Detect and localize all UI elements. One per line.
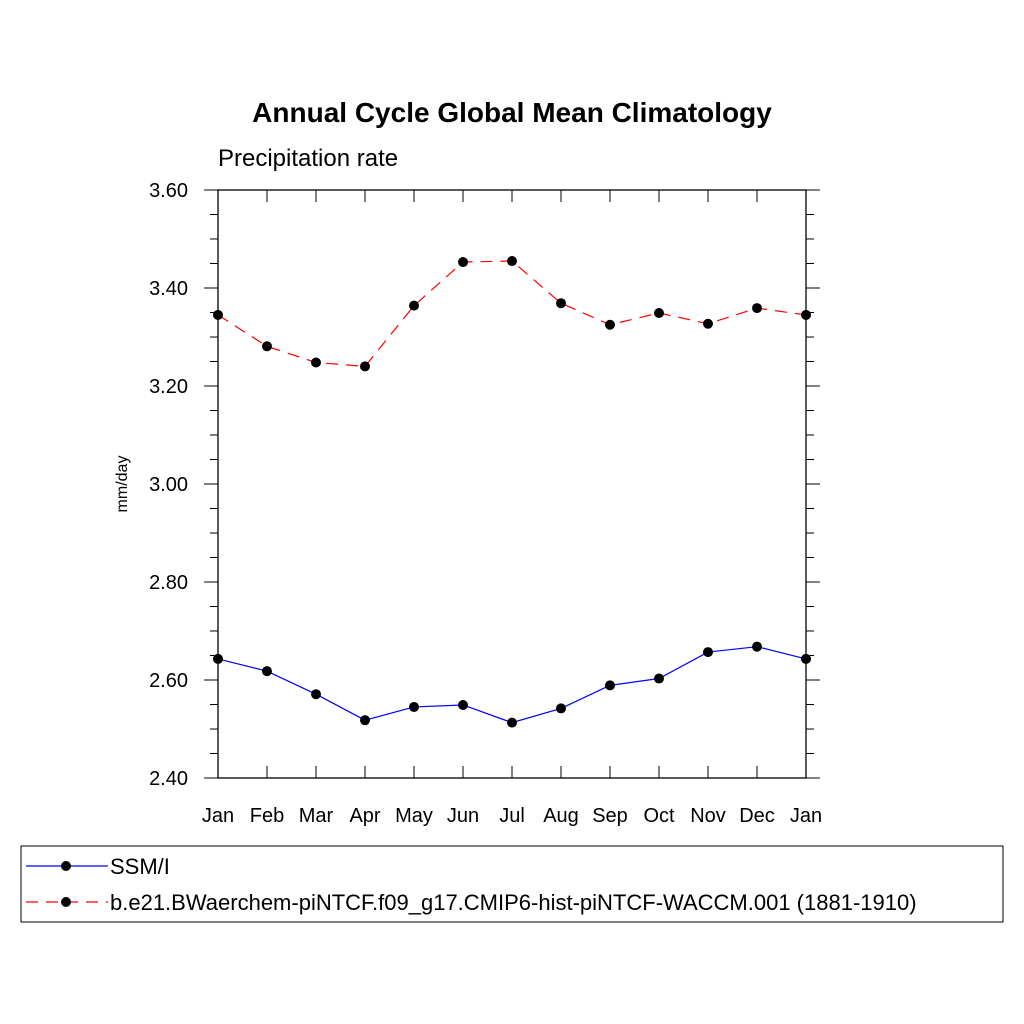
data-point	[311, 689, 321, 700]
x-tick-label: Aug	[543, 805, 579, 827]
data-point	[605, 319, 615, 330]
legend: SSM/I b.e21.BWaerchem-piNTCF.f09_g17.CMIP…	[26, 854, 917, 915]
data-point	[458, 257, 468, 268]
data-point	[311, 357, 321, 368]
series-group	[213, 641, 811, 728]
data-point	[556, 703, 566, 714]
data-point	[752, 641, 762, 652]
x-tick-label: Sep	[592, 805, 628, 827]
x-tick-label: Jan	[790, 805, 822, 827]
x-tick-label: Mar	[299, 805, 334, 827]
y-tick-label: 2.40	[149, 768, 188, 790]
x-tick-label: Feb	[250, 805, 284, 827]
data-point	[213, 653, 223, 664]
data-point	[801, 653, 811, 664]
legend-label: b.e21.BWaerchem-piNTCF.f09_g17.CMIP6-his…	[110, 890, 917, 915]
series-line	[217, 260, 807, 368]
data-point	[360, 715, 370, 726]
data-point	[409, 300, 419, 311]
y-tick-label: 3.00	[149, 474, 188, 496]
data-point	[703, 318, 713, 329]
series-line	[217, 646, 807, 724]
legend-marker	[61, 861, 71, 871]
data-point	[654, 307, 664, 318]
data-point	[360, 361, 370, 372]
x-tick-label: Jan	[202, 805, 234, 827]
data-point	[605, 680, 615, 691]
y-tick-label: 3.60	[149, 180, 188, 202]
data-point	[556, 298, 566, 309]
x-tick-label: Apr	[349, 805, 380, 827]
x-tick-label: Oct	[643, 805, 675, 827]
y-tick-label: 2.60	[149, 670, 188, 692]
data-point	[262, 341, 272, 352]
y-tick-label: 3.20	[149, 376, 188, 398]
y-tick-label: 2.80	[149, 572, 188, 594]
axes: Jan Feb Mar Apr May Jun Jul Aug Sep Oct Nov Dec Jan 2…	[149, 180, 822, 827]
x-tick-label: Dec	[739, 805, 775, 827]
legend-box	[20, 845, 1004, 923]
data-point	[213, 309, 223, 320]
x-tick-label: Jun	[447, 805, 479, 827]
x-tick-label: Nov	[690, 805, 726, 827]
data-point	[752, 303, 762, 314]
series-layer	[213, 256, 811, 728]
chart-subtitle: Precipitation rate	[218, 145, 398, 172]
data-point	[507, 256, 517, 267]
data-point	[262, 666, 272, 677]
y-tick-label: 3.40	[149, 278, 188, 300]
data-point	[458, 699, 468, 710]
legend-label: SSM/I	[110, 854, 170, 879]
legend-marker	[61, 897, 71, 907]
data-point	[703, 647, 713, 658]
data-point	[507, 717, 517, 728]
data-point	[409, 701, 419, 712]
y-axis-label: mm/day	[114, 456, 131, 513]
x-tick-label: May	[395, 805, 433, 827]
data-point	[654, 673, 664, 684]
data-point	[801, 309, 811, 320]
series-group	[213, 256, 811, 372]
chart-title: Annual Cycle Global Mean Climatology	[252, 97, 772, 128]
x-tick-label: Jul	[499, 805, 525, 827]
